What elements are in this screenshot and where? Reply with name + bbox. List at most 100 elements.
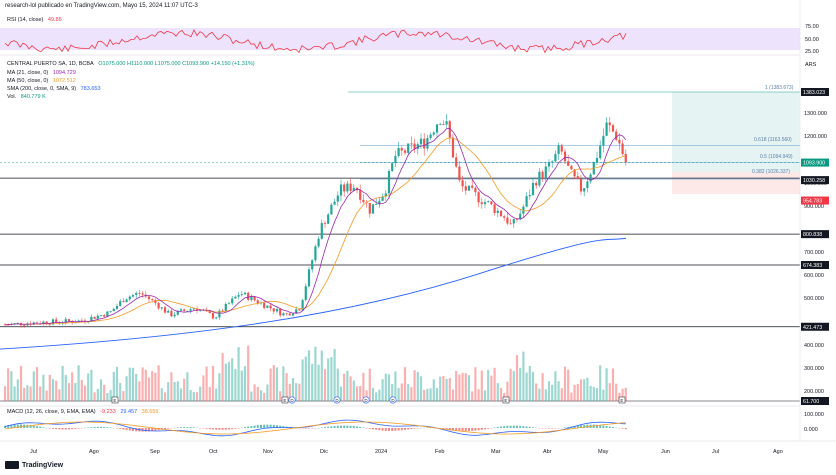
- volume-bar: [471, 391, 474, 401]
- candle-body: [567, 161, 570, 166]
- time-tick: Dic: [320, 449, 328, 455]
- volume-bar: [285, 373, 288, 401]
- macd-hist-bar: [250, 425, 253, 428]
- volume-bar: [451, 389, 455, 401]
- volume-bar: [234, 369, 237, 401]
- volume-legend[interactable]: Vol. 840.779 K: [7, 94, 49, 100]
- fib-label-1: 1 (1383.673): [765, 85, 794, 91]
- candle-body: [531, 182, 535, 196]
- candle-body: [618, 139, 621, 144]
- macd-hist-bar: [413, 428, 416, 429]
- macd-hist-bar: [573, 425, 576, 428]
- rsi-legend[interactable]: RSI (14, close) 49.86: [7, 17, 65, 23]
- candle-body: [445, 121, 448, 125]
- candle-body: [378, 200, 381, 205]
- price-badge-text: 1030.258: [803, 178, 825, 184]
- macd-hist-bar: [266, 424, 269, 428]
- price-badge-text: 61.700: [803, 399, 819, 405]
- candle-body: [170, 310, 173, 317]
- sma200-label: SMA (200, close, 0, SMA, 9): [7, 86, 77, 92]
- macd-hist-bar: [484, 428, 486, 430]
- price-badge: [801, 158, 829, 167]
- macd-hist-bar: [394, 428, 397, 431]
- volume-bar: [314, 346, 317, 401]
- volume-bar: [455, 370, 458, 401]
- volume-bar: [35, 367, 39, 401]
- volume-bar: [16, 379, 19, 401]
- candle-body: [45, 321, 48, 324]
- candle-body: [589, 174, 592, 182]
- event-marker: [389, 396, 397, 404]
- ma50-legend[interactable]: MA (50, close, 0) 1072.512: [7, 78, 79, 84]
- macd-hist-bar: [471, 428, 474, 431]
- macd-hist-bar: [36, 426, 38, 428]
- candles: [3, 113, 627, 328]
- volume-bar: [371, 387, 375, 401]
- candle-body: [544, 166, 547, 178]
- time-axis[interactable]: Jul Ago Sep Oct Nov Dic 2024 Feb Mar Abr May Jun Jul…: [30, 449, 783, 455]
- candle-body: [215, 317, 218, 319]
- volume-bar: [323, 369, 327, 401]
- volume-bar: [554, 371, 557, 401]
- volume-bar: [237, 347, 240, 401]
- candle-body: [608, 122, 611, 126]
- macd-hist-bar: [10, 424, 13, 428]
- candle-body: [106, 311, 109, 317]
- macd-hist-bar: [192, 427, 195, 428]
- volume-bar: [365, 390, 368, 401]
- volume-bar: [407, 384, 410, 401]
- candle-body: [227, 303, 231, 305]
- candle-body: [602, 135, 605, 146]
- volume-bar: [547, 381, 551, 401]
- ma50-label: MA (50, close, 0): [7, 78, 49, 84]
- volume-bar: [26, 385, 29, 401]
- volume-bar: [448, 378, 451, 401]
- ma21-legend[interactable]: MA (21, close, 0) 1094.729: [7, 70, 79, 76]
- time-tick: Mar: [491, 449, 501, 455]
- macd-hist-bar: [64, 428, 67, 430]
- event-marker-text: D: [290, 398, 294, 403]
- candle-body: [461, 180, 464, 187]
- macd-hist-bar: [32, 425, 35, 428]
- price-tick: 1300.000: [804, 111, 827, 117]
- macd-legend[interactable]: MACD (12, 26, close, 9, EMA, EMA) -9.233…: [7, 409, 162, 415]
- tradingview-logo[interactable]: TradingView: [5, 461, 63, 469]
- macd-hist-bar: [381, 428, 384, 431]
- volume-bar: [570, 392, 573, 401]
- volume-bar: [531, 371, 535, 401]
- macd-hist-bar: [458, 428, 461, 431]
- sma200-legend[interactable]: SMA (200, close, 0, SMA, 9) 783.653: [7, 86, 104, 92]
- volume-bar: [573, 384, 576, 401]
- macd-hist-bar: [154, 428, 157, 431]
- event-marker: [111, 396, 119, 404]
- rsi-value: 49.86: [47, 17, 62, 23]
- volume-bar: [176, 381, 179, 401]
- macd-hist-bar: [605, 425, 608, 428]
- macd-hist-bar: [215, 428, 218, 430]
- tradingview-logo-icon: [5, 461, 19, 469]
- volume-bar: [163, 392, 167, 401]
- candle-body: [167, 310, 170, 313]
- main-title-legend[interactable]: CENTRAL PUERTO SA, 1D, BCBA O1075.000 H1…: [7, 61, 258, 67]
- ma21-value: 1094.729: [52, 70, 76, 76]
- volume-bar: [327, 358, 330, 401]
- candle-body: [464, 186, 467, 191]
- candle-body: [275, 308, 279, 312]
- macd-hist-bar: [612, 427, 614, 428]
- time-tick: Ago: [773, 449, 783, 455]
- candle-body: [490, 201, 493, 205]
- macd-hist-bar: [442, 428, 445, 429]
- event-marker: [362, 396, 370, 404]
- macd-hist-bar: [96, 426, 99, 428]
- volume-bar: [250, 391, 253, 401]
- volume-bar: [45, 390, 48, 401]
- volume-bars: [3, 345, 627, 401]
- macd-hist-bar: [132, 428, 134, 431]
- macd-hist-bar: [218, 428, 221, 430]
- candle-body: [349, 183, 352, 191]
- volume-bar: [602, 389, 605, 401]
- candle-body: [327, 214, 330, 224]
- candle-body: [621, 143, 624, 154]
